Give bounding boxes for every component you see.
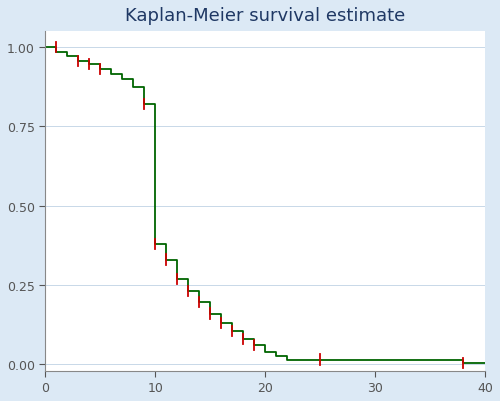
Title: Kaplan-Meier survival estimate: Kaplan-Meier survival estimate xyxy=(125,7,406,25)
